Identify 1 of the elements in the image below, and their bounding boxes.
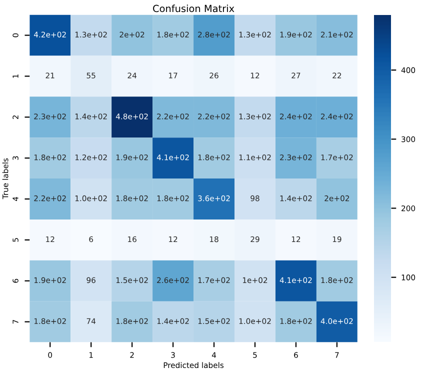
chart-title: Confusion Matrix	[153, 4, 234, 12]
